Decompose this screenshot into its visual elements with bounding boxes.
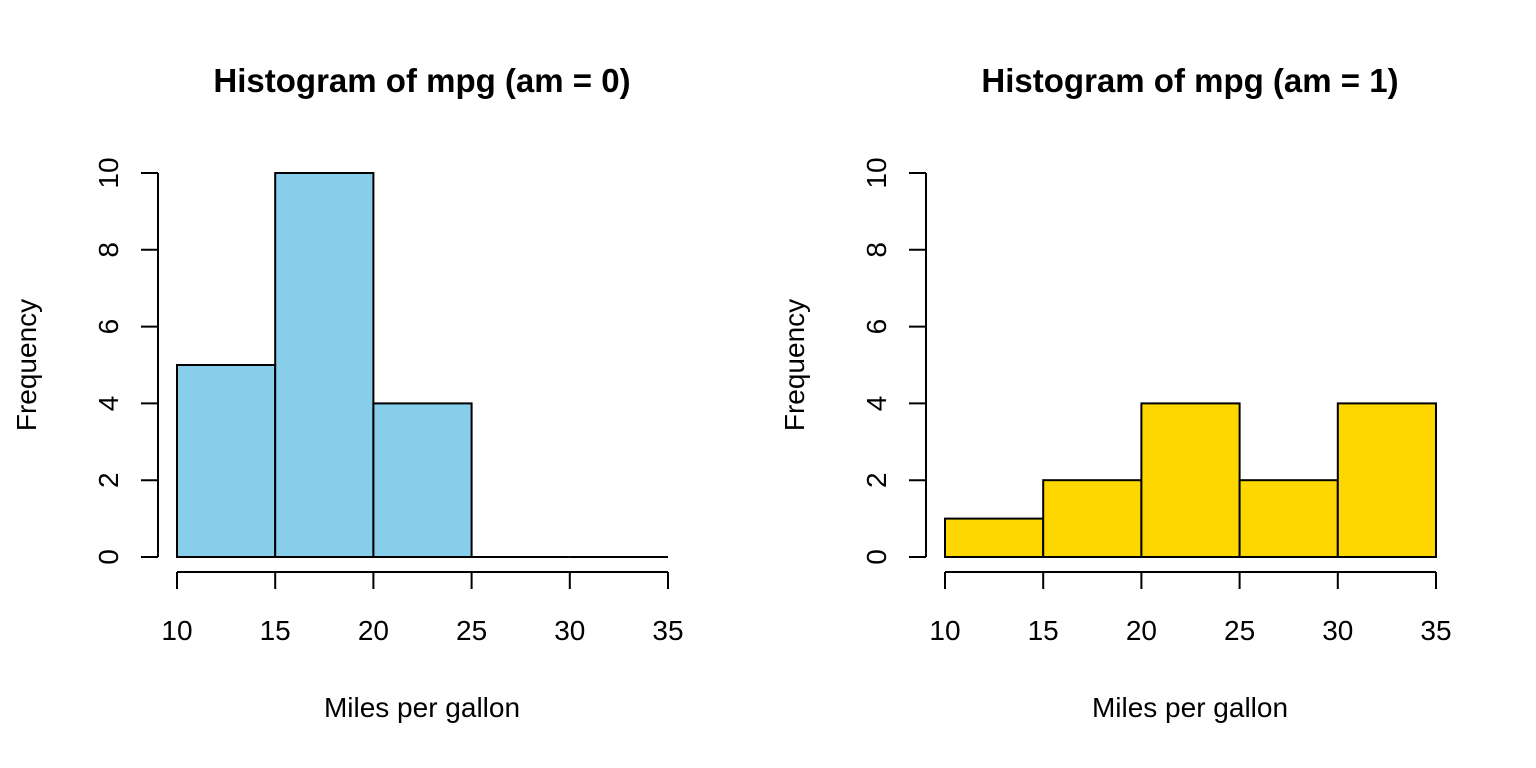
chart-title: Histogram of mpg (am = 0) <box>213 62 630 99</box>
histogram-panel-am1: Histogram of mpg (am = 1) Miles per gall… <box>779 62 1452 723</box>
x-tick-label: 35 <box>1420 615 1451 646</box>
histogram-bar <box>1042 479 1143 559</box>
y-tick-label: 0 <box>93 549 124 565</box>
y-tick-label: 2 <box>861 472 892 488</box>
y-axis-label: Frequency <box>779 299 810 431</box>
y-tick-label: 4 <box>93 396 124 412</box>
y-tick-label: 6 <box>861 319 892 335</box>
y-tick-label: 6 <box>93 319 124 335</box>
x-axis-label: Miles per gallon <box>1092 692 1288 723</box>
x-tick-label: 15 <box>1028 615 1059 646</box>
x-tick-label: 30 <box>554 615 585 646</box>
histogram-bar <box>176 364 277 558</box>
y-tick-label: 4 <box>861 396 892 412</box>
y-tick-label: 8 <box>861 242 892 258</box>
histogram-bar <box>1238 479 1339 559</box>
x-tick-label: 25 <box>456 615 487 646</box>
x-tick-label: 10 <box>929 615 960 646</box>
x-tick-label: 20 <box>1126 615 1157 646</box>
x-tick-label: 15 <box>260 615 291 646</box>
histogram-panel-am0: Histogram of mpg (am = 0) Miles per gall… <box>11 62 684 723</box>
x-tick-label: 20 <box>358 615 389 646</box>
y-tick-label: 0 <box>861 549 892 565</box>
y-tick-label: 2 <box>93 472 124 488</box>
chart-title: Histogram of mpg (am = 1) <box>981 62 1398 99</box>
bars <box>944 402 1438 559</box>
x-axis: 10 15 20 25 30 35 <box>161 571 684 646</box>
y-tick-label: 10 <box>93 157 124 188</box>
y-tick-label: 10 <box>861 157 892 188</box>
bars <box>176 172 668 558</box>
y-axis-label: Frequency <box>11 299 42 431</box>
histogram-bar <box>372 402 473 558</box>
x-axis: 10 15 20 25 30 35 <box>929 571 1452 646</box>
histogram-bar <box>1336 402 1438 558</box>
y-axis: 0 2 4 6 8 10 <box>93 157 159 565</box>
x-tick-label: 25 <box>1224 615 1255 646</box>
y-tick-label: 8 <box>93 242 124 258</box>
y-axis: 0 2 4 6 8 10 <box>861 157 927 565</box>
histogram-bar <box>944 517 1045 558</box>
histogram-bar <box>1140 402 1241 558</box>
x-tick-label: 30 <box>1322 615 1353 646</box>
x-tick-label: 10 <box>161 615 192 646</box>
x-tick-label: 35 <box>652 615 683 646</box>
histogram-bar <box>274 172 375 558</box>
x-axis-label: Miles per gallon <box>324 692 520 723</box>
